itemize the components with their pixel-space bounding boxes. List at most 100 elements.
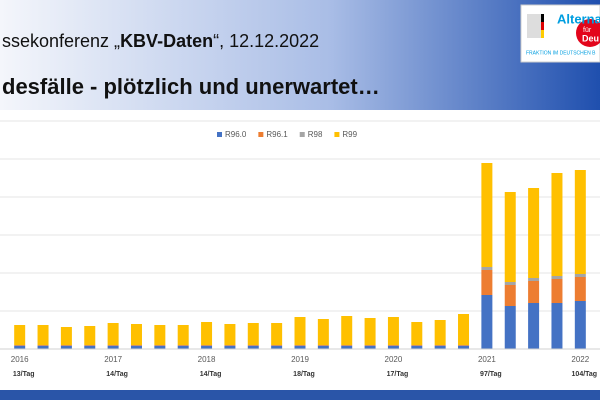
logo-text: Deu xyxy=(582,33,599,43)
bar-segment xyxy=(107,345,119,346)
legend-swatch xyxy=(217,132,222,137)
legend-label: R96.1 xyxy=(266,130,288,139)
bar-segment xyxy=(317,345,329,346)
bar-segment xyxy=(177,325,189,345)
bar-segment xyxy=(84,326,96,345)
logo-circle xyxy=(576,19,600,47)
bar-segment xyxy=(37,346,49,349)
bar-segment xyxy=(247,346,259,349)
bar-segment xyxy=(107,323,119,345)
bar-segment xyxy=(528,188,540,278)
bar-segment xyxy=(528,281,540,303)
header-band xyxy=(0,0,600,110)
bar-segment xyxy=(411,345,423,346)
text: “, 12.12.2022 xyxy=(213,31,319,51)
bar-segment xyxy=(37,345,49,346)
bar-segment xyxy=(574,274,586,277)
bar-segment xyxy=(14,345,26,346)
bar-segment xyxy=(481,295,493,349)
bar-segment xyxy=(37,345,49,346)
bar-segment xyxy=(130,345,142,346)
bar-segment xyxy=(271,345,283,346)
bar-segment xyxy=(551,303,563,349)
bar-segment xyxy=(84,346,96,349)
bar-segment xyxy=(107,345,119,346)
bar-segment xyxy=(154,345,166,346)
text: ssekonferenz „ xyxy=(2,31,120,51)
bar-segment xyxy=(411,346,423,349)
category-note: 18/Tag xyxy=(293,371,315,378)
bar-segment xyxy=(14,346,26,349)
legend-label: R96.0 xyxy=(225,130,247,139)
bar-segment xyxy=(341,316,353,345)
bar-segment xyxy=(177,345,189,346)
bar-segment xyxy=(434,345,446,346)
legend-label: R98 xyxy=(308,130,323,139)
bar-segment xyxy=(481,267,493,270)
category-note: 14/Tag xyxy=(106,371,128,378)
bar-segment xyxy=(271,345,283,346)
bar-segment xyxy=(154,325,166,345)
bar-segment xyxy=(201,346,213,349)
bar-segment xyxy=(294,345,306,346)
x-tick-label: 2022 xyxy=(571,355,589,364)
bar-segment xyxy=(14,325,26,345)
bar-segment xyxy=(294,317,306,345)
bar-segment xyxy=(224,346,236,349)
bar-segment xyxy=(481,270,493,295)
bar-segment xyxy=(458,345,470,346)
bar-segment xyxy=(84,345,96,346)
category-note: 97/Tag xyxy=(480,371,502,378)
bar-segment xyxy=(504,192,516,282)
legend-label: R99 xyxy=(342,130,357,139)
bar-segment xyxy=(84,345,96,346)
bar-segment xyxy=(411,345,423,346)
bar-segment xyxy=(551,173,563,276)
logo-caption: FRAKTION IM DEUTSCHEN B xyxy=(526,50,596,56)
bar-segment xyxy=(130,345,142,346)
text: KBV-Daten xyxy=(120,31,213,51)
bar-segment xyxy=(481,163,493,267)
bar-segment xyxy=(247,345,259,346)
bar-segment xyxy=(364,345,376,346)
bar-segment xyxy=(387,345,399,346)
bar-segment xyxy=(271,346,283,349)
header-line2: desfälle - plötzlich und unerwartet… xyxy=(2,74,380,99)
bar-segment xyxy=(177,346,189,349)
bar-segment xyxy=(60,346,72,349)
bar-segment xyxy=(364,345,376,346)
bar-segment xyxy=(201,345,213,346)
bar-segment xyxy=(341,346,353,349)
bar-segment xyxy=(130,346,142,349)
logo-text: Alterna xyxy=(557,11,600,26)
category-note: 13/Tag xyxy=(13,371,35,378)
bar-segment xyxy=(224,345,236,346)
bar-segment xyxy=(364,318,376,345)
bar-segment xyxy=(341,345,353,346)
bar-segment xyxy=(154,345,166,346)
category-note: 14/Tag xyxy=(200,371,222,378)
bar-segment xyxy=(130,324,142,345)
bar-segment xyxy=(411,322,423,345)
bar-segment xyxy=(434,345,446,346)
bar-segment xyxy=(528,303,540,349)
bar-segment xyxy=(60,345,72,346)
bar-segment xyxy=(317,319,329,345)
bar-segment xyxy=(574,277,586,301)
x-tick-label: 2020 xyxy=(385,355,403,364)
bar-segment xyxy=(14,345,26,346)
bar-segment xyxy=(60,327,72,345)
bar-segment xyxy=(247,323,259,345)
bar-segment xyxy=(434,346,446,349)
bar-segment xyxy=(458,346,470,349)
bar-segment xyxy=(271,323,283,345)
bar-segment xyxy=(504,282,516,285)
category-note: 104/Tag xyxy=(572,371,598,378)
bar-segment xyxy=(341,345,353,346)
bar-segment xyxy=(364,346,376,349)
bar-segment xyxy=(107,346,119,349)
bar-segment xyxy=(154,346,166,349)
logo: Alterna für Deu FRAKTION IM DEUTSCHEN B xyxy=(520,4,600,63)
legend-swatch xyxy=(299,132,305,137)
bar-segment xyxy=(528,278,540,281)
